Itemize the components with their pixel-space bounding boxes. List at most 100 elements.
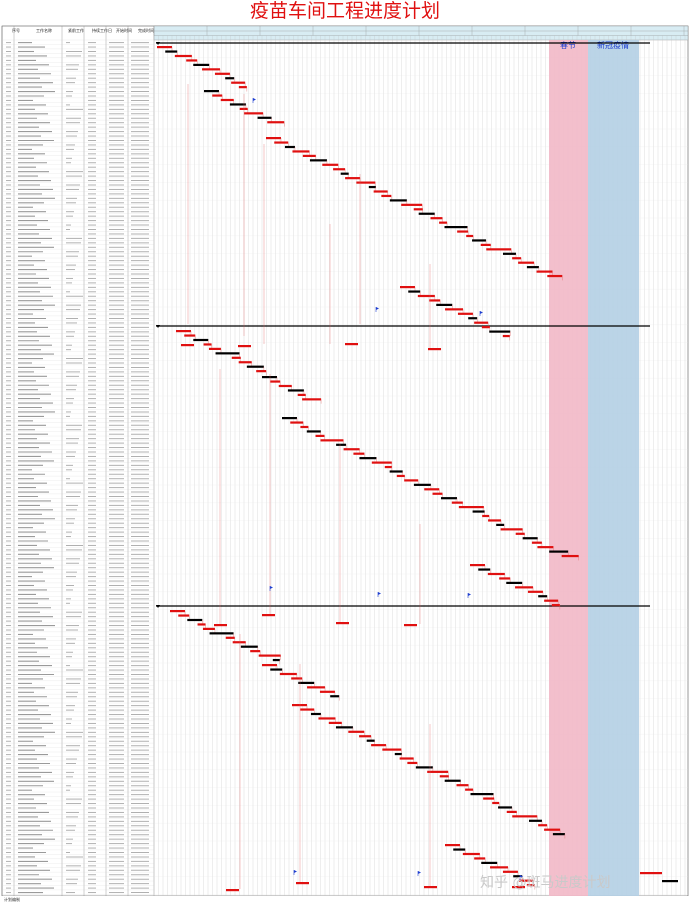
milestone-flag-icon [468,593,471,596]
critical-task-bar [203,343,212,346]
critical-task-bar [488,519,502,522]
critical-task-bar [170,610,185,613]
task-bar [229,103,246,106]
critical-task-bar [315,434,325,437]
col-start-header: 开始时间 [116,28,132,33]
critical-task-bar [481,326,490,329]
milestone-task-bar [296,882,309,885]
critical-task-bar [333,168,346,171]
critical-task-bar [184,334,196,337]
critical-task-bar [439,221,448,224]
task-bar [262,376,277,379]
task-bar [389,199,407,202]
critical-task-bar [400,286,415,289]
task-bar [513,875,523,878]
task-bar [444,779,461,782]
critical-task-bar [258,654,281,657]
critical-task-bar [527,590,543,593]
critical-task-bar [506,810,517,813]
phase-summary-start-marker [156,325,160,328]
spring-festival-band [549,40,588,896]
critical-task-bar [519,879,534,882]
critical-task-bar [266,137,281,140]
critical-task-bar [470,564,485,567]
critical-task-bar [220,98,234,102]
spring-festival-label: 春节 [560,40,576,50]
critical-task-bar [439,775,449,778]
critical-task-bar [328,721,342,724]
task-bar [472,239,487,242]
critical-task-bar [307,686,326,689]
critical-task-bar [457,312,473,315]
task-bar [187,618,203,622]
critical-task-bar [486,248,512,251]
task-bar [310,712,321,716]
critical-task-bar [176,330,191,333]
critical-task-bar [427,770,449,773]
task-bar [209,632,234,635]
task-bar [478,568,491,571]
critical-task-bar [451,501,463,504]
task-bar [298,681,315,684]
task-bar [436,303,453,306]
critical-task-bar [429,299,441,302]
task-bar [366,739,375,742]
task-bar [441,497,457,500]
milestone-task-bar [226,889,239,892]
critical-task-bar [457,230,469,233]
task-bar [552,833,565,836]
task-bar [309,159,327,162]
task-bar [408,290,421,293]
critical-task-bar [404,479,419,482]
critical-task-bar [432,492,443,495]
critical-task-bar [318,717,336,720]
milestone-flag-icon [480,311,483,314]
chart-title: 疫苗车间工程进度计划 [249,1,440,22]
task-bar [359,457,377,460]
footer-label: 计划编制 [4,897,20,902]
task-bar [526,266,539,269]
task-bar [193,338,209,342]
milestone-flag-icon [270,586,273,589]
task-bar [468,317,478,320]
task-bar [257,116,272,119]
critical-task-bar [499,577,511,580]
critical-task-bar [212,94,223,97]
task-bar [270,668,283,671]
task-bar [287,389,304,392]
critical-task-bar [399,757,414,760]
task-bar [444,226,468,229]
task-bar [481,861,498,864]
critical-task-bar [382,748,402,751]
task-bar [340,172,349,175]
task-bar [272,658,280,662]
phase-summary-start-marker [156,42,160,45]
task-bar [225,77,235,80]
critical-task-bar [197,623,206,626]
critical-task-bar [396,474,405,478]
critical-task-bar [413,208,423,211]
critical-task-bar [186,59,198,62]
milestone-task-bar [404,624,417,627]
critical-task-bar [474,321,489,324]
milestone-flag-icon [520,875,523,878]
task-bar [306,430,321,433]
task-bar [282,417,297,420]
critical-task-bar [348,730,365,733]
critical-task-bar [157,46,172,49]
col-index-header: 序号 [12,28,20,33]
critical-task-bar [512,815,538,818]
critical-task-bar [322,163,339,166]
critical-task-bar [483,797,495,800]
task-bar [389,470,403,473]
col-finish-header: 完成时间 [138,28,154,33]
milestone-task-bar [345,343,358,346]
milestone-task-bar [512,886,525,889]
critical-task-bar [256,370,267,373]
milestone-flag-icon [294,870,297,873]
critical-task-bar [502,870,518,873]
critical-task-bar [300,708,315,711]
critical-task-bar [490,866,509,869]
covid-label: 新冠疫情 [597,40,629,50]
critical-task-bar [544,599,559,602]
